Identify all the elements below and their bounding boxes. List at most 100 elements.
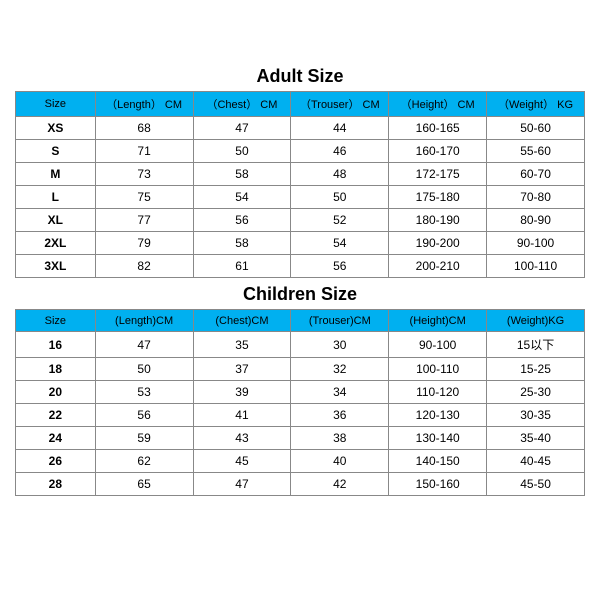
value-cell: 46: [291, 140, 389, 163]
adult-header-row: Size（Length） CM（Chest） CM（Trouser） CM（He…: [16, 92, 585, 117]
value-cell: 70-80: [487, 186, 585, 209]
value-cell: 47: [193, 117, 291, 140]
children-size-table: Size(Length)CM(Chest)CM(Trouser)CM(Heigh…: [15, 309, 585, 496]
table-row: 3XL826156200-210100-110: [16, 255, 585, 278]
col-header: （Weight） KG: [487, 92, 585, 117]
table-row: L755450175-18070-80: [16, 186, 585, 209]
size-cell: XL: [16, 209, 96, 232]
table-row: 18503732100-11015-25: [16, 358, 585, 381]
value-cell: 54: [193, 186, 291, 209]
value-cell: 45: [193, 450, 291, 473]
table-row: S715046160-17055-60: [16, 140, 585, 163]
value-cell: 73: [95, 163, 193, 186]
value-cell: 35: [193, 332, 291, 358]
value-cell: 52: [291, 209, 389, 232]
size-cell: M: [16, 163, 96, 186]
value-cell: 44: [291, 117, 389, 140]
value-cell: 32: [291, 358, 389, 381]
col-header: (Length)CM: [95, 310, 193, 332]
children-header-row: Size(Length)CM(Chest)CM(Trouser)CM(Heigh…: [16, 310, 585, 332]
value-cell: 47: [95, 332, 193, 358]
value-cell: 130-140: [389, 427, 487, 450]
value-cell: 30: [291, 332, 389, 358]
value-cell: 60-70: [487, 163, 585, 186]
size-cell: XS: [16, 117, 96, 140]
value-cell: 65: [95, 473, 193, 496]
value-cell: 50: [193, 140, 291, 163]
value-cell: 47: [193, 473, 291, 496]
value-cell: 61: [193, 255, 291, 278]
table-row: 22564136120-13030-35: [16, 404, 585, 427]
table-row: 20533934110-12025-30: [16, 381, 585, 404]
table-row: 26624540140-15040-45: [16, 450, 585, 473]
size-cell: 3XL: [16, 255, 96, 278]
col-header: (Weight)KG: [487, 310, 585, 332]
value-cell: 36: [291, 404, 389, 427]
col-header: (Chest)CM: [193, 310, 291, 332]
size-cell: 18: [16, 358, 96, 381]
table-row: 2XL795854190-20090-100: [16, 232, 585, 255]
col-header: （Height） CM: [389, 92, 487, 117]
col-size: Size: [16, 92, 96, 117]
value-cell: 80-90: [487, 209, 585, 232]
value-cell: 42: [291, 473, 389, 496]
children-title: Children Size: [15, 284, 585, 305]
table-row: 24594338130-14035-40: [16, 427, 585, 450]
value-cell: 90-100: [389, 332, 487, 358]
value-cell: 41: [193, 404, 291, 427]
value-cell: 50: [291, 186, 389, 209]
value-cell: 110-120: [389, 381, 487, 404]
value-cell: 40-45: [487, 450, 585, 473]
value-cell: 56: [95, 404, 193, 427]
col-header: （Trouser） CM: [291, 92, 389, 117]
table-row: 1647353090-10015以下: [16, 332, 585, 358]
adult-size-table: Size（Length） CM（Chest） CM（Trouser） CM（He…: [15, 91, 585, 278]
value-cell: 140-150: [389, 450, 487, 473]
value-cell: 59: [95, 427, 193, 450]
value-cell: 38: [291, 427, 389, 450]
size-cell: L: [16, 186, 96, 209]
value-cell: 48: [291, 163, 389, 186]
value-cell: 79: [95, 232, 193, 255]
size-cell: 16: [16, 332, 96, 358]
value-cell: 68: [95, 117, 193, 140]
size-cell: S: [16, 140, 96, 163]
size-cell: 2XL: [16, 232, 96, 255]
value-cell: 77: [95, 209, 193, 232]
size-cell: 28: [16, 473, 96, 496]
value-cell: 43: [193, 427, 291, 450]
size-chart-container: Adult Size Size（Length） CM（Chest） CM（Tro…: [0, 0, 600, 496]
value-cell: 62: [95, 450, 193, 473]
size-cell: 26: [16, 450, 96, 473]
table-row: M735848172-17560-70: [16, 163, 585, 186]
value-cell: 100-110: [389, 358, 487, 381]
value-cell: 90-100: [487, 232, 585, 255]
value-cell: 56: [291, 255, 389, 278]
value-cell: 35-40: [487, 427, 585, 450]
value-cell: 175-180: [389, 186, 487, 209]
value-cell: 15-25: [487, 358, 585, 381]
col-header: （Chest） CM: [193, 92, 291, 117]
col-header: (Height)CM: [389, 310, 487, 332]
value-cell: 25-30: [487, 381, 585, 404]
value-cell: 30-35: [487, 404, 585, 427]
value-cell: 180-190: [389, 209, 487, 232]
value-cell: 200-210: [389, 255, 487, 278]
value-cell: 58: [193, 232, 291, 255]
value-cell: 190-200: [389, 232, 487, 255]
value-cell: 50: [95, 358, 193, 381]
col-header: (Trouser)CM: [291, 310, 389, 332]
table-row: 28654742150-16045-50: [16, 473, 585, 496]
value-cell: 40: [291, 450, 389, 473]
value-cell: 75: [95, 186, 193, 209]
value-cell: 150-160: [389, 473, 487, 496]
table-row: XL775652180-19080-90: [16, 209, 585, 232]
adult-title: Adult Size: [15, 66, 585, 87]
value-cell: 56: [193, 209, 291, 232]
col-size: Size: [16, 310, 96, 332]
value-cell: 37: [193, 358, 291, 381]
value-cell: 54: [291, 232, 389, 255]
value-cell: 71: [95, 140, 193, 163]
value-cell: 160-165: [389, 117, 487, 140]
value-cell: 58: [193, 163, 291, 186]
